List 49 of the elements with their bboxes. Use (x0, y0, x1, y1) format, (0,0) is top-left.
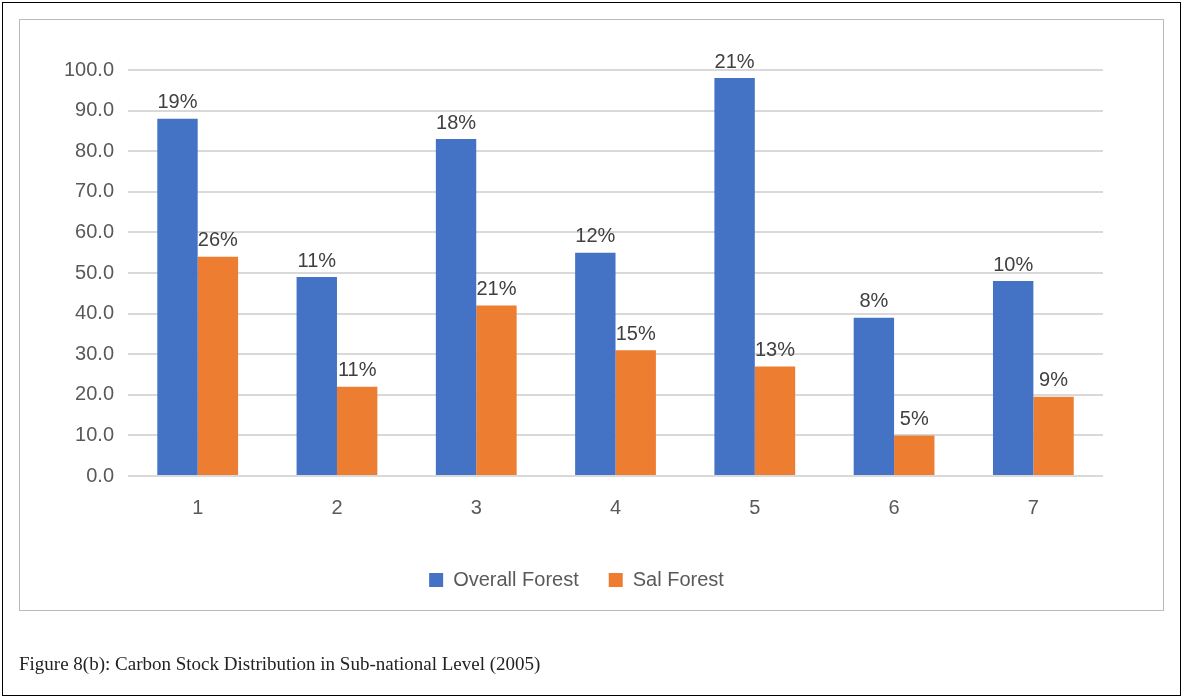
x-tick-label: 4 (609, 495, 622, 518)
y-tick-label: 90.0 (75, 98, 115, 121)
annotation: 13% (754, 337, 796, 360)
annotation: 8% (859, 289, 889, 312)
bar (853, 317, 895, 475)
annotation: 21% (714, 49, 755, 72)
x-tick-label: 1 (192, 495, 204, 518)
legend-label: Overall Forest (453, 567, 580, 590)
bar (336, 386, 378, 475)
annotation: 5% (899, 406, 929, 429)
bar (992, 281, 1034, 475)
caption: Figure 8(b): Carbon Stock Distribution in Sub-national Level (2005) (19, 653, 541, 675)
annotation: 15% (615, 321, 656, 344)
legend-label: Sal Forest (632, 567, 725, 590)
x-tick-label: 5 (749, 495, 761, 518)
annotation: 11% (337, 358, 377, 381)
y-tick-label: 20.0 (75, 382, 115, 405)
x-tick-label: 6 (888, 495, 900, 518)
y-tick-label: 10.0 (75, 422, 115, 445)
y-tick-label: 50.0 (75, 260, 115, 283)
annotation: 19% (157, 90, 198, 113)
bar (894, 435, 935, 475)
y-tick-label: 80.0 (75, 138, 115, 161)
x-tick-label: 3 (470, 495, 482, 518)
annotation: 21% (476, 277, 517, 299)
annotation: 10% (993, 252, 1034, 275)
bar (435, 139, 477, 475)
bar (296, 277, 337, 475)
y-tick-label: 30.0 (75, 341, 115, 364)
bar (197, 256, 239, 475)
bar (575, 252, 616, 475)
annotation: 11% (297, 248, 337, 271)
bar (157, 118, 198, 475)
bar (754, 366, 796, 475)
annotation: 12% (575, 224, 616, 247)
y-tick-label: 40.0 (75, 301, 115, 324)
y-tick-label: 60.0 (75, 219, 115, 242)
annotation: 18% (436, 110, 477, 133)
annotation: 9% (1039, 368, 1069, 391)
bar (714, 78, 755, 475)
y-tick-label: 0.0 (86, 463, 115, 486)
y-tick-label: 100.0 (63, 57, 115, 80)
bar (615, 350, 656, 475)
y-tick-label: 70.0 (75, 179, 115, 202)
x-tick-label: 7 (1027, 495, 1039, 518)
annotation: 26% (197, 228, 239, 251)
bar (1033, 396, 1074, 475)
bar (476, 305, 517, 475)
x-tick-label: 2 (331, 495, 343, 518)
